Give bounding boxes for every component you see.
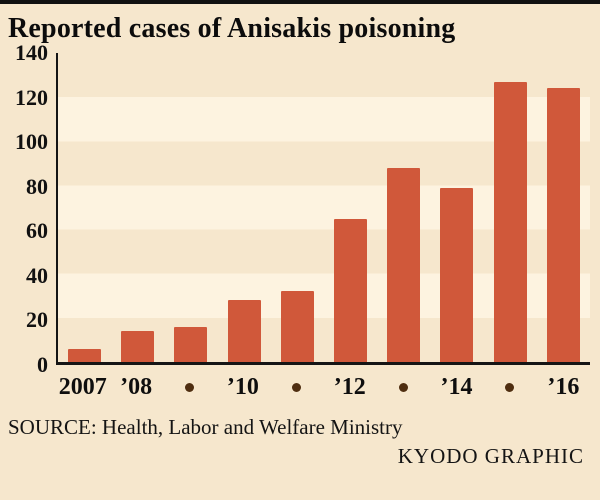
y-tick-label: 40 — [26, 262, 48, 288]
year-dot — [185, 382, 195, 392]
x-tick-label: ’10 — [226, 373, 259, 400]
x-tick-label: ’14 — [440, 373, 473, 400]
x-tick-label: ’16 — [547, 373, 580, 400]
y-tick-label: 80 — [26, 173, 48, 199]
chart-title: Reported cases of Anisakis poisoning — [8, 13, 456, 44]
bar — [68, 348, 102, 362]
y-tick-label: 0 — [37, 352, 48, 377]
x-tick-dot-slot — [163, 365, 216, 409]
x-tick-label: 2007 — [58, 373, 107, 400]
x-tick-dot-slot — [483, 365, 536, 409]
plot-wrap: 2007 ’08 ’10 ’12 ’14 ’16 — [56, 53, 590, 409]
y-tick-label: 60 — [26, 218, 48, 244]
bar — [280, 291, 314, 362]
bar — [546, 88, 580, 362]
bar-chart: 0 20 40 60 80 100 120 140 2007 ’08 ’10 ’12 ’14 ’16 — [0, 42, 600, 409]
x-tick-dot-slot — [376, 365, 429, 409]
y-tick-label: 140 — [15, 40, 48, 65]
x-tick-dot-slot — [270, 365, 323, 409]
bar — [174, 326, 208, 362]
x-tick-label: ’08 — [120, 373, 153, 400]
source-text: SOURCE: Health, Labor and Welfare Minist… — [8, 415, 403, 439]
x-tick-label: ’12 — [333, 373, 366, 400]
bar — [121, 331, 155, 362]
bar — [493, 81, 527, 362]
x-axis: 2007 ’08 ’10 ’12 ’14 ’16 — [56, 365, 590, 409]
bar — [440, 187, 474, 362]
y-axis: 0 20 40 60 80 100 120 140 — [4, 42, 56, 376]
year-dot — [505, 382, 515, 392]
plot-area — [56, 53, 590, 365]
y-tick-label: 120 — [15, 84, 48, 110]
bar — [227, 300, 261, 362]
year-dot — [398, 382, 408, 392]
bar — [334, 218, 368, 362]
y-tick-label: 100 — [15, 129, 48, 155]
y-tick-label: 20 — [26, 307, 48, 333]
year-dot — [291, 382, 301, 392]
credit-text: KYODO GRAPHIC — [397, 444, 584, 468]
bar — [387, 167, 421, 362]
